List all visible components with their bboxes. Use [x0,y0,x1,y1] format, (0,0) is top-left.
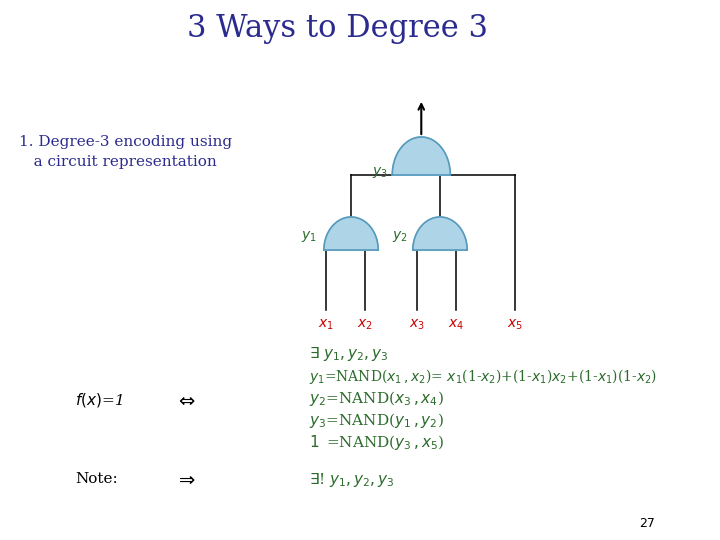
Text: 27: 27 [639,517,655,530]
Polygon shape [413,217,467,250]
Text: $y_1$: $y_1$ [301,230,316,244]
Text: $y_3$: $y_3$ [372,165,387,180]
Polygon shape [392,137,450,175]
Text: $x_3$: $x_3$ [409,318,425,333]
Text: $y_2$=NAND($x_3\,,x_4$): $y_2$=NAND($x_3\,,x_4$) [309,389,444,408]
Text: 3 Ways to Degree 3: 3 Ways to Degree 3 [186,12,487,44]
Text: $\exists$ $y_1,y_2,y_3$: $\exists$ $y_1,y_2,y_3$ [309,345,389,363]
Text: $y_2$: $y_2$ [392,230,408,244]
Text: $x_4$: $x_4$ [448,318,464,333]
Text: $x_1$: $x_1$ [318,318,333,333]
Text: $y_1$=NAND($x_1\,,x_2$)= $x_1$(1-$x_2$)+(1-$x_1$)$x_2$+(1-$x_1$)(1-$x_2$): $y_1$=NAND($x_1\,,x_2$)= $x_1$(1-$x_2$)+… [309,367,657,386]
Text: $\Leftrightarrow$: $\Leftrightarrow$ [175,390,196,409]
Text: Note:: Note: [75,472,117,486]
Text: $x_5$: $x_5$ [507,318,523,333]
Text: a circuit representation: a circuit representation [19,155,217,169]
Text: 1. Degree-3 encoding using: 1. Degree-3 encoding using [19,135,232,149]
Text: $x_2$: $x_2$ [357,318,373,333]
Text: $\Rightarrow$: $\Rightarrow$ [175,469,196,489]
Text: $f(x)$=1: $f(x)$=1 [75,391,122,409]
Text: $y_3$=NAND($y_1\,,y_2$): $y_3$=NAND($y_1\,,y_2$) [309,411,444,430]
Text: $\exists$! $y_1,y_2,y_3$: $\exists$! $y_1,y_2,y_3$ [309,471,395,489]
Text: $1\,$ =NAND($y_3\,,x_5$): $1\,$ =NAND($y_3\,,x_5$) [309,433,444,452]
Polygon shape [324,217,378,250]
